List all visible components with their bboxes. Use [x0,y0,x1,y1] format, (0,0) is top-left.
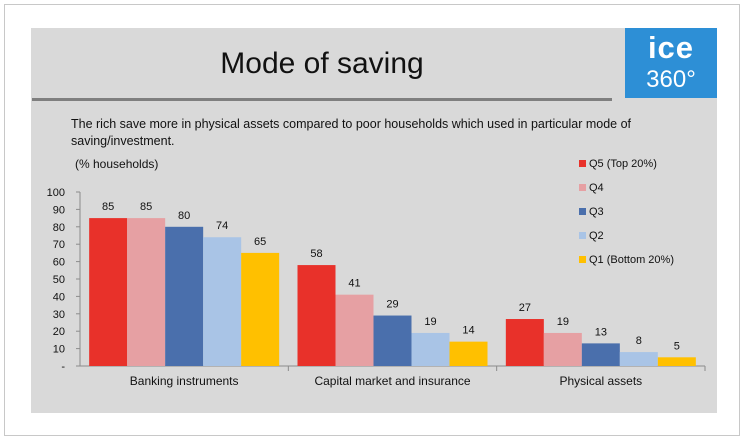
y-tick-label: 70 [53,239,65,251]
bar [657,357,696,366]
logo-text-top: ice [647,30,695,65]
legend-swatch [579,232,586,239]
bar [241,252,280,366]
y-tick-label: 80 [53,222,65,234]
y-tick-label: - [61,361,65,373]
legend-swatch [579,256,586,263]
data-label: 19 [424,316,436,328]
legend-label: Q3 [589,206,604,218]
bar [411,332,450,366]
bar [127,218,166,366]
x-tick-label: Banking instruments [130,374,239,388]
data-label: 5 [674,340,680,352]
logo-text-bottom: 360° [646,66,696,93]
bar [581,343,620,366]
y-tick-label: 60 [53,257,65,269]
legend-label: Q5 (Top 20%) [589,158,657,170]
legend-swatch [579,160,586,167]
data-label: 80 [178,210,190,222]
bar [619,352,658,366]
bar [203,237,242,366]
data-label: 8 [636,335,642,347]
data-label: 14 [462,325,474,337]
y-tick-label: 30 [53,309,65,321]
data-label: 19 [557,316,569,328]
chart-subtitle: The rich save more in physical assets co… [71,117,632,148]
data-label: 29 [386,299,398,311]
chart-title: Mode of saving [220,47,424,80]
bar [335,294,374,366]
legend-swatch [579,184,586,191]
x-tick-label: Physical assets [559,374,642,388]
legend-label: Q2 [589,230,604,242]
data-label: 85 [102,201,114,213]
y-tick-label: 40 [53,291,65,303]
y-tick-label: 90 [53,204,65,216]
bar [373,315,412,366]
legend-swatch [579,208,586,215]
title-band [31,28,613,98]
y-tick-label: 50 [53,274,65,286]
bar [505,319,544,366]
bar [89,218,128,366]
y-tick-label: 100 [47,187,65,199]
unit-label: (% households) [75,157,159,171]
bar [165,226,204,366]
bar [449,341,488,366]
data-label: 74 [216,220,228,232]
y-tick-label: 20 [53,326,65,338]
bar [543,332,582,366]
data-label: 27 [519,302,531,314]
chart-legend: Q5 (Top 20%) Q4 Q3 Q2 Q1 (Bottom 20%) [579,158,674,266]
data-label: 13 [595,326,607,338]
chart-bars [89,218,696,366]
legend-label: Q4 [589,182,604,194]
y-tick-label: 10 [53,344,65,356]
x-tick-label: Capital market and insurance [314,374,470,388]
data-label: 58 [310,248,322,260]
data-label: 41 [348,278,360,290]
data-label: 65 [254,236,266,248]
bar [297,265,336,366]
ice360-logo: ice 360° [625,28,717,98]
legend-label: Q1 (Bottom 20%) [589,254,674,266]
data-label: 85 [140,201,152,213]
